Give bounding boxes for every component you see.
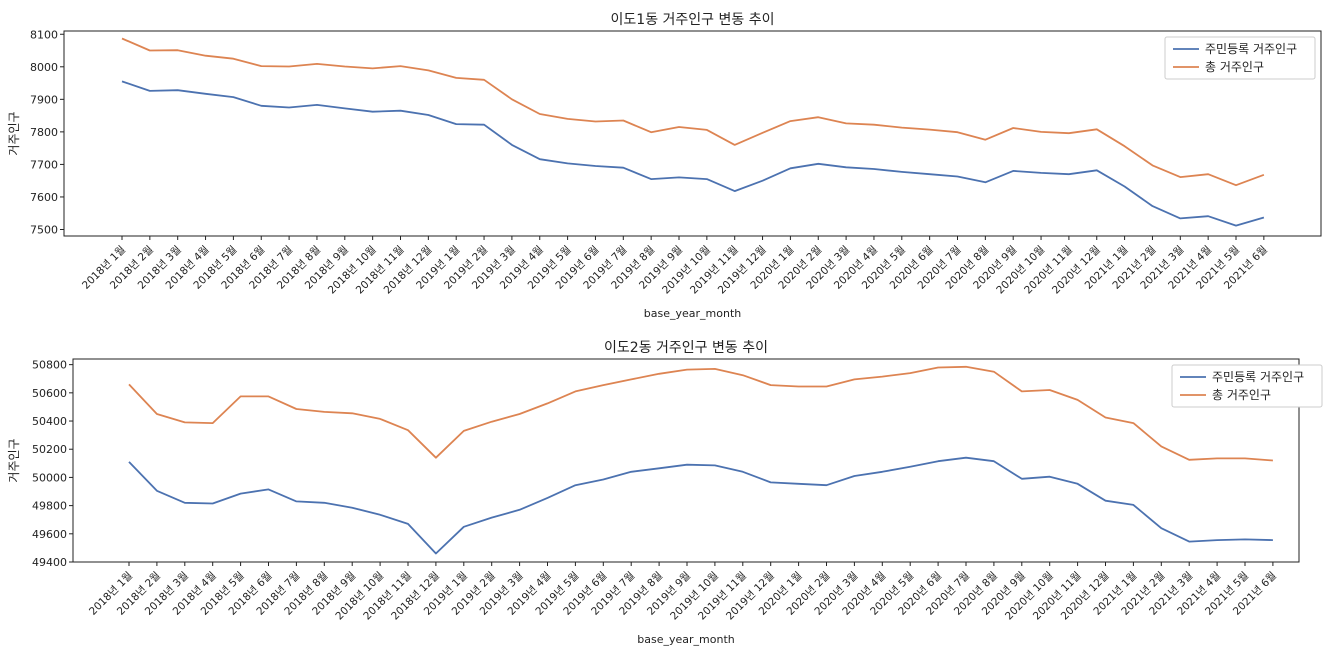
y-tick-label: 7500 [30, 223, 58, 236]
legend-label-total: 총 거주인구 [1212, 388, 1271, 402]
y-tick-label: 49800 [32, 500, 67, 513]
y-axis-label: 거주인구 [7, 111, 21, 155]
y-tick-label: 50000 [32, 471, 67, 484]
y-tick-label: 50400 [32, 415, 67, 428]
y-tick-label: 49400 [32, 556, 67, 569]
series-line-registered [121, 80, 1265, 227]
x-axis-label: base_year_month [637, 633, 734, 646]
y-tick-label: 7800 [30, 126, 58, 139]
y-tick-label: 7700 [30, 158, 58, 171]
series-line-total [128, 365, 1273, 462]
y-tick-label: 7900 [30, 93, 58, 106]
legend-label-total: 총 거주인구 [1205, 60, 1264, 74]
legend-label-registered: 주민등록 거주인구 [1205, 42, 1297, 56]
y-tick-label: 50200 [32, 443, 67, 456]
legend-box [1171, 364, 1323, 408]
series-line-registered [128, 456, 1273, 555]
y-tick-label: 49600 [32, 528, 67, 541]
y-tick-label: 50800 [32, 359, 67, 372]
plot-frame [72, 358, 1300, 563]
y-axis-label: 거주인구 [7, 438, 21, 482]
plot-frame [63, 30, 1322, 237]
y-tick-label: 8000 [30, 61, 58, 74]
series-line-total [121, 37, 1265, 187]
legend-label-registered: 주민등록 거주인구 [1212, 370, 1304, 384]
y-tick-label: 8100 [30, 28, 58, 41]
y-tick-label: 7600 [30, 191, 58, 204]
y-tick-label: 50600 [32, 387, 67, 400]
x-axis-label: base_year_month [644, 307, 741, 320]
legend-box [1164, 36, 1316, 80]
chart-title: 이도2동 거주인구 변동 추이 [604, 340, 768, 356]
chart-title: 이도1동 거주인구 변동 추이 [611, 12, 775, 28]
